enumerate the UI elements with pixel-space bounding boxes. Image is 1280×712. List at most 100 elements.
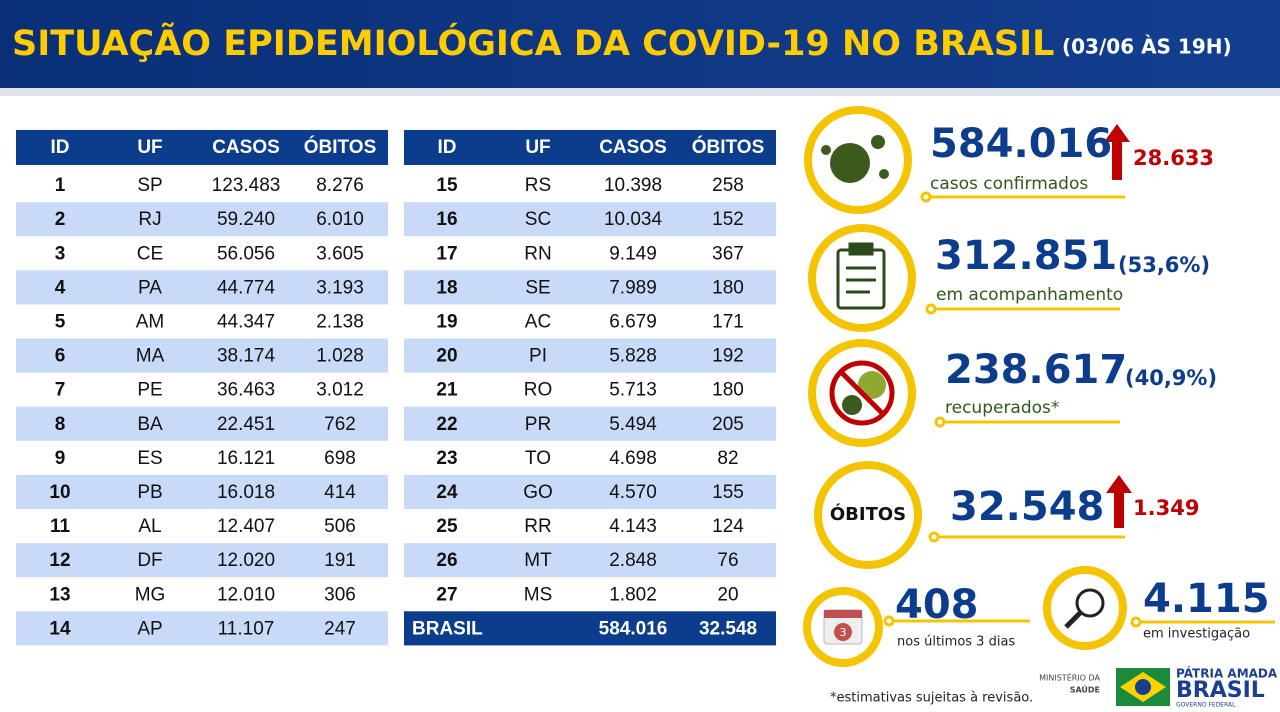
brand-line-2: BRASIL (1176, 678, 1265, 703)
cell: 762 (324, 414, 356, 435)
deaths-value: 32.548 (950, 484, 1104, 530)
cell: 171 (712, 311, 744, 332)
table-header (404, 130, 776, 165)
row-shade (404, 270, 776, 305)
row-shade (404, 474, 776, 509)
no-virus-icon (829, 360, 895, 426)
cell: PB (137, 482, 162, 503)
brand-line-3: GOVERNO FEDERAL (1176, 702, 1236, 709)
cell: 1.028 (316, 346, 364, 367)
row-shade (16, 543, 388, 578)
cell: 205 (712, 414, 744, 435)
confirmed-value: 584.016 (930, 121, 1112, 167)
cell: 14 (49, 618, 71, 639)
investigation-value: 4.115 (1143, 576, 1270, 622)
cell: 25 (436, 516, 458, 537)
cell: 8.276 (316, 175, 364, 196)
cell: MS (524, 584, 553, 605)
date: (03/06 ÀS 19H) (1062, 35, 1232, 59)
cell: 3.605 (316, 243, 364, 264)
calendar-icon (823, 609, 863, 645)
ministry-line-2: SAÚDE (1070, 684, 1100, 695)
cell: 9.149 (609, 243, 657, 264)
cell: 8 (55, 414, 66, 435)
total-cell: BRASIL (412, 618, 483, 639)
monitoring-label: em acompanhamento (936, 285, 1123, 305)
cell: 4 (55, 277, 66, 298)
cell: 152 (712, 209, 744, 230)
cell: 24 (436, 482, 458, 503)
cell: BA (137, 414, 163, 435)
cell: 12 (49, 550, 70, 571)
last-days-label: nos últimos 3 dias (897, 635, 1015, 650)
row-shade (404, 406, 776, 441)
cell: 17 (436, 243, 457, 264)
cell: PA (138, 277, 162, 298)
cell: 180 (712, 380, 744, 401)
header-bar (0, 0, 1280, 88)
total-row (404, 611, 776, 646)
cell: 1.802 (609, 584, 657, 605)
cell: 11.107 (218, 618, 275, 639)
brand-logo (1116, 668, 1170, 706)
table-header (16, 130, 388, 165)
cell: SE (525, 277, 550, 298)
column-header: UF (525, 137, 550, 158)
cell: 506 (324, 516, 356, 537)
cell: 7.989 (609, 277, 657, 298)
total-cell: 32.548 (699, 618, 757, 639)
cell: PR (525, 414, 551, 435)
cell: 1 (55, 175, 66, 196)
increase-arrows (1104, 124, 1132, 528)
cell: 22 (436, 414, 457, 435)
cell: 23 (436, 448, 457, 469)
footnote: *estimativas sujeitas à revisão. (830, 691, 1033, 706)
cell: TO (525, 448, 551, 469)
cell: 10.034 (604, 209, 663, 230)
cell: 38.174 (217, 346, 276, 367)
row-shade (16, 338, 388, 373)
cell: SC (525, 209, 551, 230)
cell: 247 (324, 618, 356, 639)
cell: RO (524, 380, 553, 401)
cell: 59.240 (217, 209, 275, 230)
tables: ID UF CASOS ÓBITOS 1 SP 123.483 8.276 2 RJ 59.240 6… (16, 130, 776, 646)
row-shade (16, 474, 388, 509)
cell: 22.451 (217, 414, 275, 435)
cell: 18 (436, 277, 457, 298)
last-days-value: 408 (895, 582, 979, 628)
cell: 11 (50, 516, 71, 537)
monitoring-value: 312.851 (935, 233, 1117, 279)
search-icon (1064, 588, 1105, 629)
cell: SP (137, 175, 162, 196)
cell: RN (524, 243, 551, 264)
cell: PI (529, 346, 547, 367)
column-header: ÓBITOS (304, 136, 377, 158)
cell: 4.143 (609, 516, 657, 537)
row-shade (16, 611, 388, 646)
deaths-increase: 1.349 (1133, 496, 1199, 520)
cell: 20 (717, 584, 738, 605)
title: SITUAÇÃO EPIDEMIOLÓGICA DA COVID-19 NO B… (12, 22, 1054, 64)
cell: 2 (55, 209, 66, 230)
cell: 6.679 (609, 311, 657, 332)
cell: 12.020 (217, 550, 275, 571)
cell: 2.848 (609, 550, 657, 571)
confirmed-label: casos confirmados (930, 174, 1088, 194)
cell: 44.774 (217, 277, 276, 298)
column-header: CASOS (599, 137, 667, 158)
column-header: ÓBITOS (692, 136, 765, 158)
cell: 10 (49, 482, 70, 503)
brand-line-1: PÁTRIA AMADA (1176, 666, 1278, 681)
investigation-label: em investigação (1143, 627, 1250, 642)
cell: 306 (324, 584, 356, 605)
virus-icon (821, 135, 889, 183)
cell: PE (137, 380, 162, 401)
cell: MG (135, 584, 166, 605)
cell: 6 (55, 346, 66, 367)
row-shade (16, 270, 388, 305)
recovered-value: 238.617 (945, 347, 1127, 393)
confirmed-increase: 28.633 (1133, 146, 1214, 170)
monitoring-share: (53,6%) (1118, 253, 1210, 277)
